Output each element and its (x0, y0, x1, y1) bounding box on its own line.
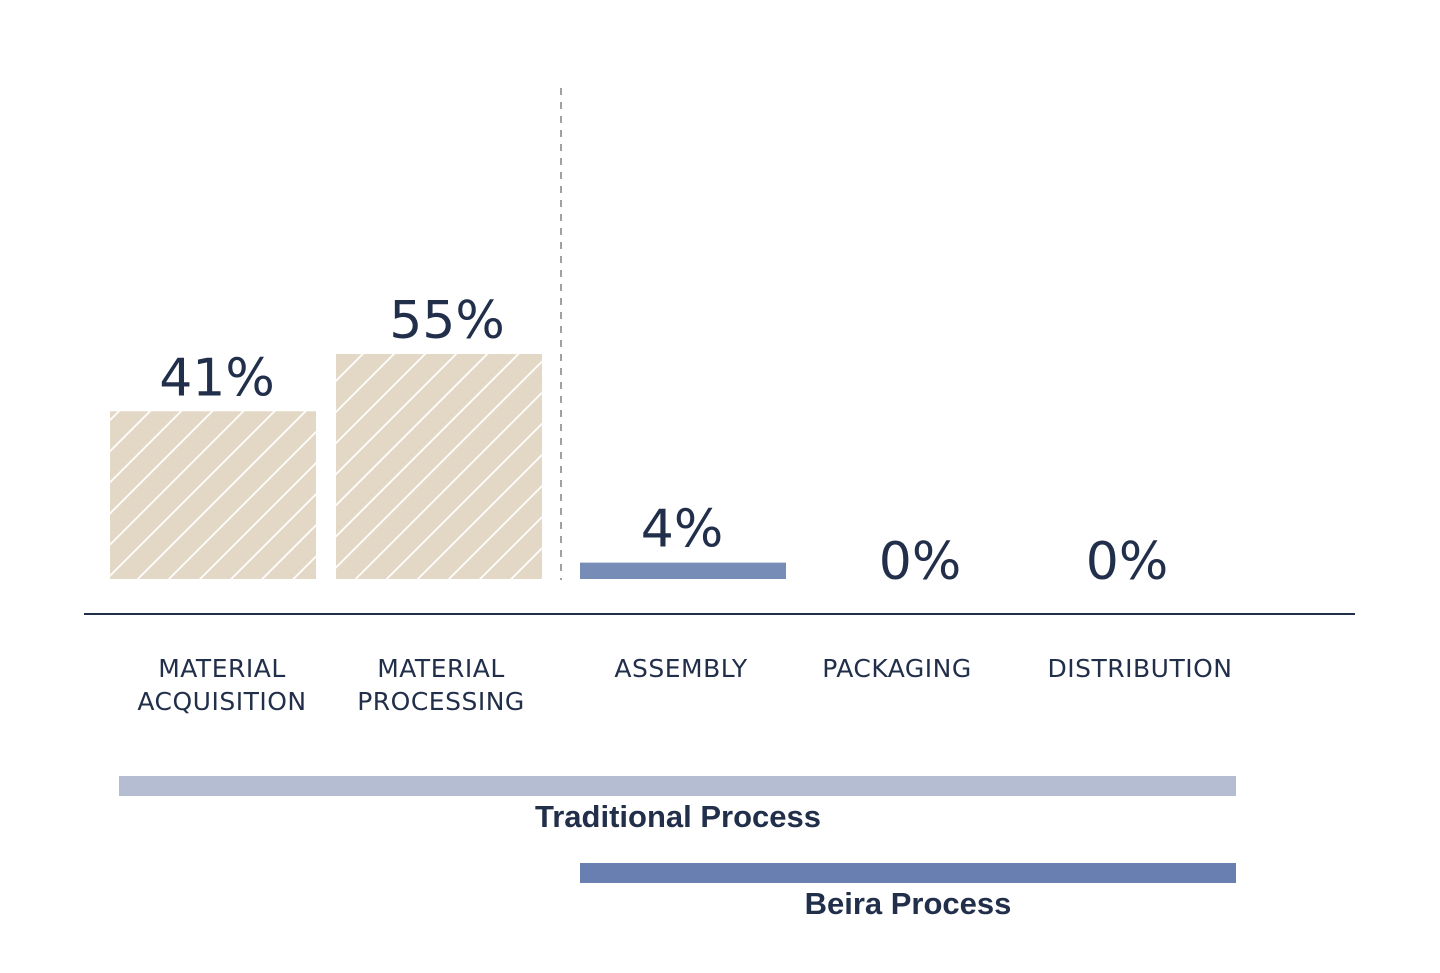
category-label-1-line-1: PROCESSING (357, 687, 525, 716)
value-labels: 41% 55% 4% 0% 0% (159, 291, 1168, 592)
process-bands: Traditional Process Beira Process (119, 776, 1236, 921)
process-band-1 (580, 863, 1236, 883)
process-label-1: Beira Process (805, 886, 1012, 921)
process-band-0 (119, 776, 1236, 796)
bar-1 (336, 354, 542, 579)
category-label-1-line-0: MATERIAL (377, 654, 505, 683)
value-label-1: 55% (389, 291, 505, 351)
bar-0 (110, 411, 316, 579)
category-labels: MATERIAL ACQUISITION MATERIAL PROCESSING ASS… (137, 654, 1232, 716)
category-label-3-line-0: PACKAGING (822, 654, 972, 683)
value-label-0: 41% (159, 348, 275, 408)
value-label-4: 0% (1086, 532, 1169, 592)
bars (110, 354, 786, 579)
category-label-0-line-0: MATERIAL (158, 654, 286, 683)
process-label-0: Traditional Process (535, 799, 821, 834)
value-label-2: 4% (641, 500, 724, 560)
category-label-2-line-0: ASSEMBLY (614, 654, 747, 683)
value-label-3: 0% (879, 532, 962, 592)
bar-2 (580, 562, 786, 579)
category-label-4-line-0: DISTRIBUTION (1048, 654, 1233, 683)
category-label-0-line-1: ACQUISITION (137, 687, 306, 716)
